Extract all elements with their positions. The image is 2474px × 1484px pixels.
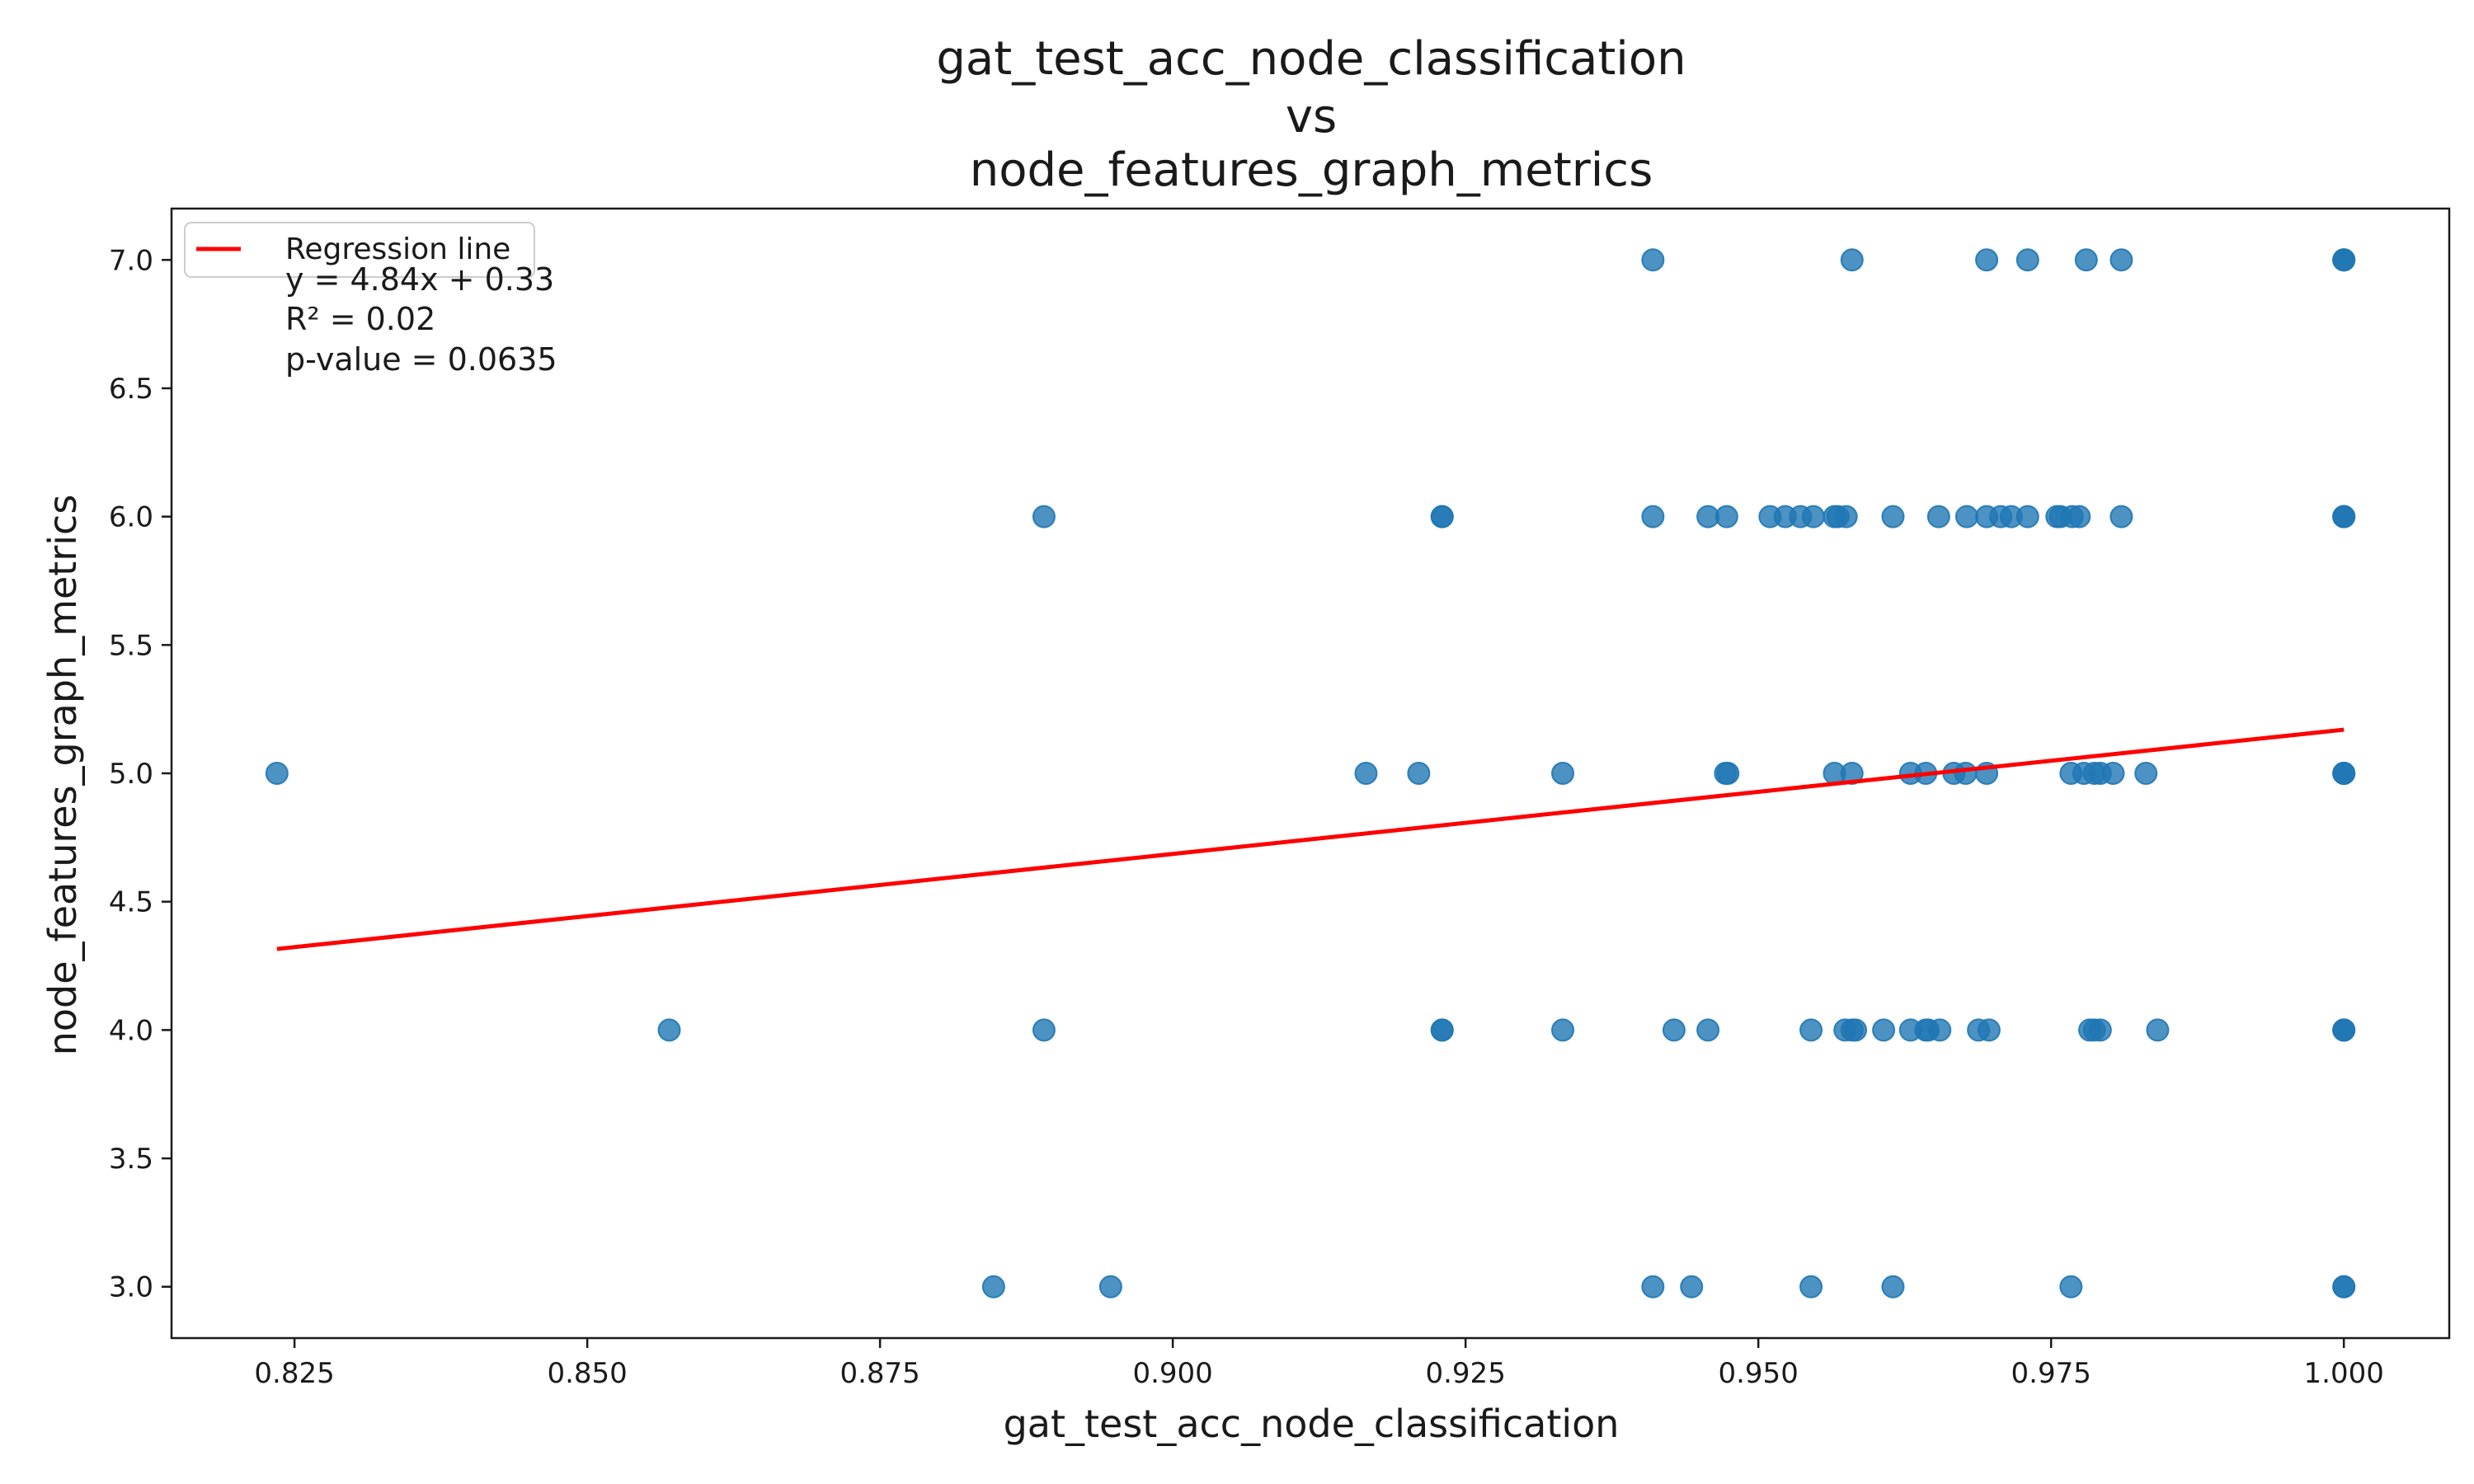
scatter-point [1954,505,1978,528]
y-tick-label: 5.0 [109,758,153,791]
scatter-point [1844,1018,1868,1042]
scatter-point [1354,762,1378,785]
legend-regression-label: Regression line [285,232,510,266]
scatter-point [1032,1018,1056,1042]
scatter-point [2332,248,2356,272]
x-tick-label: 0.925 [1425,1357,1505,1390]
legend: Regression line [184,222,535,278]
scatter-point [1430,505,1454,528]
scatter-point [1641,505,1665,528]
scatter-point [2332,762,2356,785]
x-tick-label: 0.825 [254,1357,334,1390]
scatter-point [1954,762,1978,785]
y-tick-label: 5.5 [109,629,153,662]
y-tick-label: 3.5 [109,1143,153,1176]
chart-title-line-2: vs [1286,90,1337,143]
scatter-point [1799,1275,1823,1298]
scatter-point [1407,762,1431,785]
y-tick-label: 3.0 [109,1271,153,1304]
legend-box [184,222,535,278]
scatter-point [2109,248,2133,272]
scatter-point [1881,1275,1905,1298]
scatter-point [1551,1018,1575,1042]
scatter-point [1696,1018,1720,1042]
scatter-point [2332,1018,2356,1042]
scatter-point [2015,505,2039,528]
scatter-points [265,248,2356,1298]
scatter-point [1840,762,1864,785]
scatter-point [1032,505,1056,528]
scatter-point [1977,1018,2001,1042]
scatter-point [1926,505,1950,528]
scatter-point [657,1018,681,1042]
scatter-point [2109,505,2133,528]
scatter-point [265,762,289,785]
y-axis-label: node_features_graph_metrics [40,495,85,1056]
y-tick-label: 6.0 [109,501,153,534]
scatter-point [1098,1275,1122,1298]
x-tick-label: 0.875 [840,1357,920,1390]
regression-equation: y = 4.84x + 0.33 [285,261,554,298]
scatter-point [1834,505,1858,528]
scatter-point [1975,248,1999,272]
axis-ticks: 0.825 0.850 0.875 0.900 0.925 0.950 0.975 1.000… [109,244,2384,1390]
scatter-point [1799,1018,1823,1042]
chart-title-line-3: node_features_graph_metrics [970,143,1653,197]
scatter-point [1641,1275,1665,1298]
scatter-point [1872,1018,1896,1042]
scatter-point [2101,762,2125,785]
scatter-point [1714,505,1738,528]
x-tick-label: 0.850 [547,1357,627,1390]
y-tick-label: 4.0 [109,1014,153,1047]
scatter-point [2332,505,2356,528]
x-tick-label: 0.975 [2011,1357,2091,1390]
x-tick-label: 1.000 [2304,1357,2384,1390]
regression-layer [276,727,2345,951]
scatter-point [1551,762,1575,785]
x-tick-label: 0.900 [1132,1357,1212,1390]
scatter-point [2059,1275,2083,1298]
chart-title-line-1: gat_test_acc_node_classification [936,32,1686,86]
scatter-point [1881,505,1905,528]
scatter-point [2332,1275,2356,1298]
scatter-point [2015,248,2039,272]
y-tick-label: 6.5 [109,373,153,406]
y-tick-label: 7.0 [109,244,153,277]
scatter-point [1716,762,1740,785]
r-squared: R² = 0.02 [285,301,435,337]
scatter-point [1430,1018,1454,1042]
scatter-point [1840,248,1864,272]
x-axis-label: gat_test_acc_node_classification [1004,1402,1620,1446]
scatter-point [2146,1018,2170,1042]
y-tick-label: 4.5 [109,886,153,919]
scatter-point [1641,248,1665,272]
scatter-point [2067,505,2091,528]
plot-frame [170,207,2451,1340]
p-value: p-value = 0.0635 [285,341,557,378]
scatter-point [2074,248,2098,272]
scatter-point [1801,505,1825,528]
x-tick-label: 0.950 [1718,1357,1798,1390]
scatter-point [1680,1275,1704,1298]
scatter-point [1928,1018,1952,1042]
scatter-point [1662,1018,1686,1042]
regression-line [276,727,2345,951]
scatter-point [2088,1018,2112,1042]
scatter-point [981,1275,1005,1298]
scatter-point [2134,762,2158,785]
